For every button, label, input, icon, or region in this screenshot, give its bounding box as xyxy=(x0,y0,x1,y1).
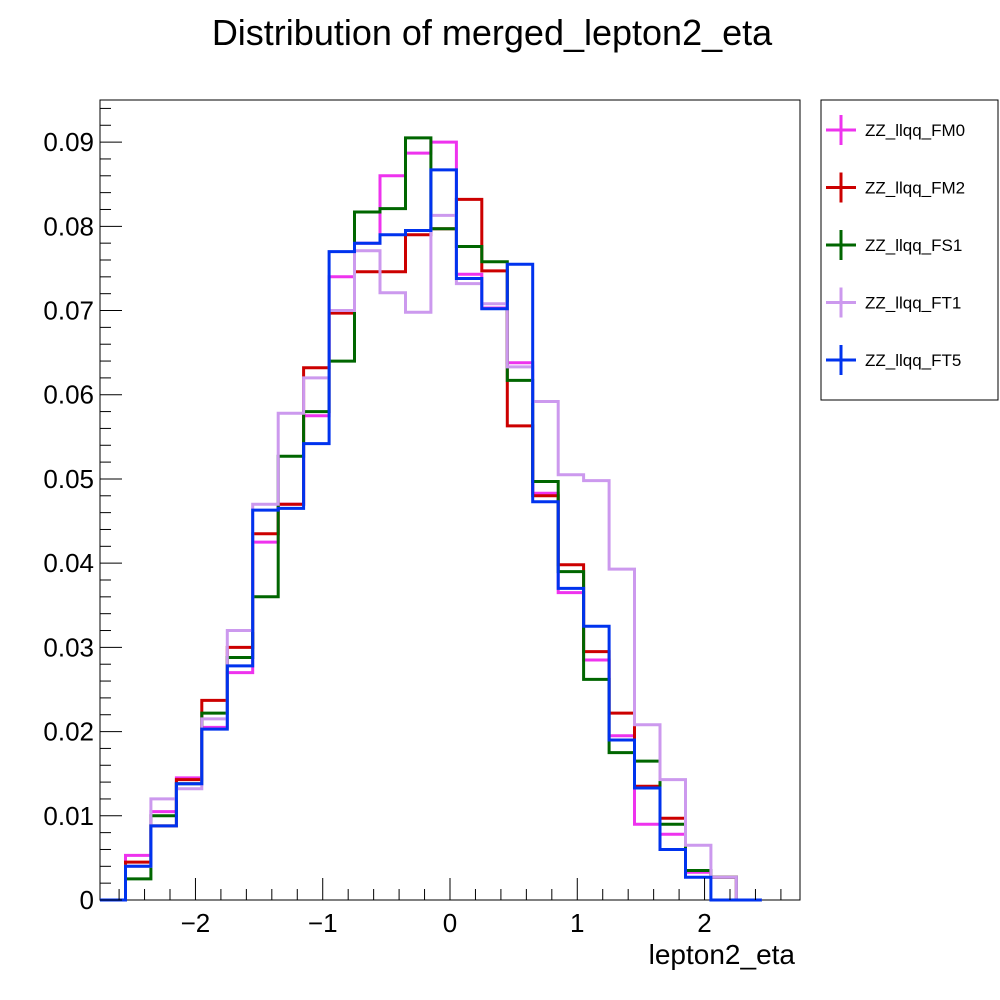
y-tick-label: 0.07 xyxy=(43,296,94,326)
y-tick-label: 0 xyxy=(80,885,94,915)
y-tick-label: 0.02 xyxy=(43,717,94,747)
plot-frame xyxy=(99,99,801,901)
legend-label: ZZ_llqq_FM2 xyxy=(865,179,965,198)
legend-label: ZZ_llqq_FT1 xyxy=(865,294,961,313)
y-tick-label: 0.09 xyxy=(43,127,94,157)
x-tick-label: −1 xyxy=(308,908,338,938)
series-line-5 xyxy=(100,168,762,902)
y-tick-label: 0.04 xyxy=(43,548,94,578)
legend-box xyxy=(820,99,999,401)
y-tick-label: 0.05 xyxy=(43,464,94,494)
legend-label: ZZ_llqq_FM0 xyxy=(865,121,965,140)
y-tick-label: 0.06 xyxy=(43,380,94,410)
x-axis-label: lepton2_eta xyxy=(649,939,796,970)
chart-title: Distribution of merged_lepton2_eta xyxy=(212,12,773,53)
legend-label: ZZ_llqq_FS1 xyxy=(865,236,962,255)
x-tick-label: 0 xyxy=(443,908,457,938)
y-tick-label: 0.03 xyxy=(43,632,94,662)
x-tick-label: −2 xyxy=(181,908,211,938)
series-line-4 xyxy=(100,213,762,902)
y-tick-label: 0.01 xyxy=(43,801,94,831)
legend-label: ZZ_llqq_FT5 xyxy=(865,351,961,370)
x-tick-label: 2 xyxy=(697,908,711,938)
x-tick-label: 1 xyxy=(570,908,584,938)
y-tick-label: 0.08 xyxy=(43,211,94,241)
